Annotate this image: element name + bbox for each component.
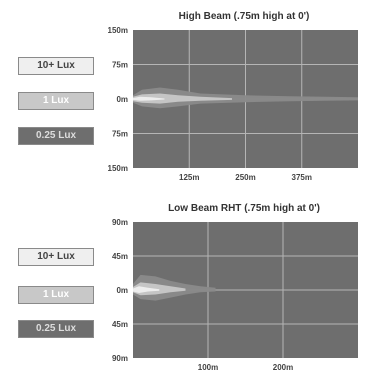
- high-beam-title: High Beam (.75m high at 0'): [178, 11, 310, 22]
- high-ytick-1: 75m: [112, 61, 128, 70]
- low-ytick-1: 45m: [112, 252, 128, 261]
- low-beam-1-lux: [133, 282, 186, 296]
- high-beam-0-25-lux: [133, 87, 358, 109]
- low-beam-title: Low Beam RHT (.75m high at 0'): [168, 203, 320, 214]
- legend-1-lux-top: 1 Lux: [18, 92, 94, 110]
- high-ytick-3: 75m: [112, 130, 128, 139]
- low-ytick-2: 0m: [116, 286, 128, 295]
- high-xtick-0: 125m: [179, 173, 199, 182]
- legend-1-lux-bottom: 1 Lux: [18, 286, 94, 304]
- low-xtick-1: 200m: [273, 363, 293, 372]
- high-ytick-4: 150m: [108, 164, 128, 173]
- high-ytick-0: 150m: [108, 26, 128, 35]
- high-ytick-2: 0m: [116, 95, 128, 104]
- high-xtick-1: 250m: [235, 173, 255, 182]
- low-ytick-4: 90m: [112, 354, 128, 363]
- low-beam-10-lux: [133, 286, 160, 293]
- high-beam-1-lux: [133, 93, 232, 104]
- legend-025-lux-top: 0.25 Lux: [18, 127, 94, 145]
- legend-10-lux-bottom: 10+ Lux: [18, 248, 94, 266]
- low-ytick-3: 45m: [112, 320, 128, 329]
- legend-025-lux-bottom: 0.25 Lux: [18, 320, 94, 338]
- high-xtick-2: 375m: [292, 173, 312, 182]
- low-ytick-0: 90m: [112, 218, 128, 227]
- high-beam-10-lux: [133, 96, 165, 101]
- legend-10-lux-top: 10+ Lux: [18, 57, 94, 75]
- low-xtick-0: 100m: [198, 363, 218, 372]
